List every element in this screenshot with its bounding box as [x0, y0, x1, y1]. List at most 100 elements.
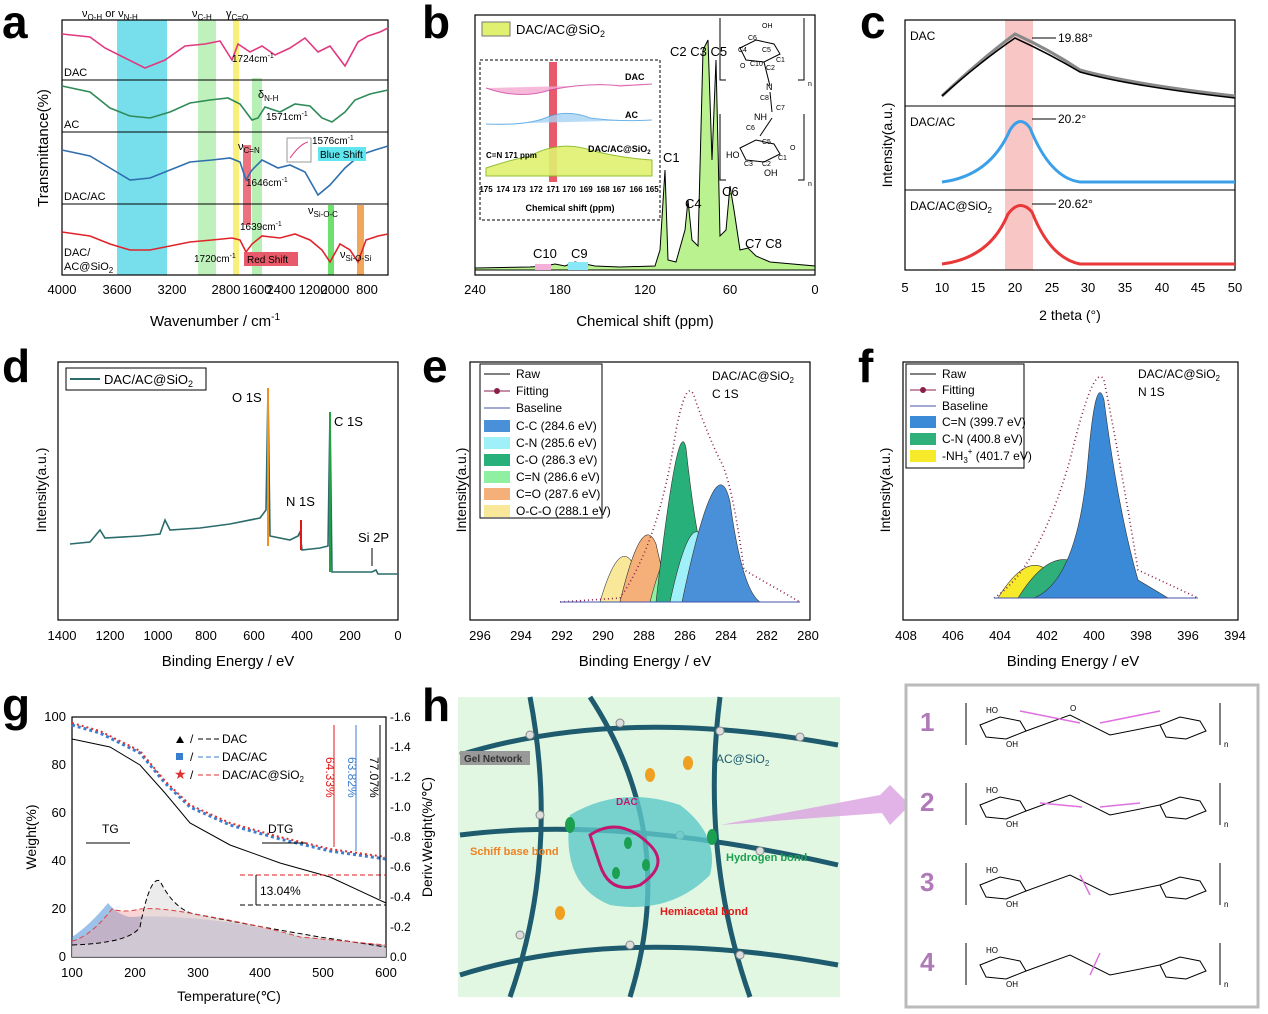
t: O: [740, 63, 746, 70]
legend-cn-double: C=N (399.7 eV): [942, 415, 1026, 429]
tick-label: -1.4: [390, 740, 411, 754]
t: Si-O-C: [314, 210, 339, 219]
title: DAC/AC@SiO2 N 1S: [1138, 367, 1221, 399]
x-axis-ticks: 408 406 404 402 400 398 396 394: [895, 628, 1246, 643]
title-line1: DAC/AC@SiO2: [712, 369, 795, 385]
legend-raw: Raw: [516, 367, 540, 381]
peak-si2p: Si 2P: [358, 530, 389, 545]
t: n: [1224, 820, 1228, 829]
label: ν: [192, 8, 198, 20]
tick-label: 284: [715, 628, 737, 643]
sub: N-H: [124, 13, 138, 22]
row-2: 2: [920, 787, 934, 817]
c10-highlight: [535, 264, 551, 270]
legend-nh3: -NH3+ (401.7 eV): [942, 447, 1032, 465]
t: 1720cm: [194, 254, 230, 265]
label-schiff: Schiff base bond: [470, 846, 559, 858]
tick-label: 408: [895, 628, 917, 643]
t: ν: [340, 249, 346, 261]
tick-label: 1600: [243, 282, 272, 297]
legend: Raw Fitting Baseline C-C (284.6 eV) C-N …: [479, 363, 611, 519]
peak-c6: C6: [722, 184, 739, 199]
t: (401.7 eV): [972, 449, 1031, 463]
t: OH: [1006, 980, 1018, 989]
tick-label: 240: [464, 282, 486, 297]
tick-label: 20: [1008, 280, 1022, 295]
label-hydrogen: Hydrogen bond: [726, 852, 807, 864]
red-shift-box: [244, 252, 298, 266]
tick-label: 294: [510, 628, 532, 643]
tick-label: 40: [52, 853, 66, 868]
t: C2: [762, 161, 771, 168]
y-axis-label: Transmittance(%): [35, 89, 52, 207]
band-ch: [198, 20, 216, 275]
t: OH: [1006, 900, 1018, 909]
tick-label: 396: [1177, 628, 1199, 643]
t: AC@SiO: [716, 752, 765, 766]
tick-label: 3200: [158, 282, 187, 297]
tick-label: 30: [1081, 280, 1095, 295]
legend-label: DAC/AC@SiO2: [516, 22, 605, 39]
tick-label: 600: [243, 628, 265, 643]
x-axis-label: Chemical shift (ppm): [576, 313, 714, 330]
tick-label: -0.8: [390, 830, 411, 844]
t: +: [968, 447, 973, 456]
t: 168: [596, 185, 610, 194]
t: DAC/AC@SiO: [516, 22, 600, 37]
sub: C=O: [232, 13, 249, 22]
tick-label: -0.2: [390, 920, 411, 934]
sub: O-H: [88, 13, 103, 22]
panel-c-xrd: c DAC DAC/AC DAC/AC@SiO2 19.88° 20.2° 20…: [860, 0, 1242, 323]
t: 167: [612, 185, 626, 194]
t: OH: [1006, 820, 1018, 829]
t: -1: [230, 253, 236, 260]
fitting-curve: [559, 390, 801, 603]
t: 173: [512, 185, 526, 194]
series-ac: [61, 85, 389, 123]
inset-label-sio2: DAC/AC@SiO2: [588, 144, 651, 156]
ann: δN-H: [258, 89, 279, 103]
t: 2: [300, 775, 305, 784]
t: 2: [790, 376, 795, 385]
label: or ν: [102, 8, 124, 20]
tick-label: 4000: [48, 282, 77, 297]
green-nodes: [565, 817, 717, 879]
t: -1: [276, 221, 282, 228]
legend-oco: O-C-O (288.1 eV): [516, 504, 611, 518]
t: C10: [750, 61, 763, 68]
legend: / DAC / DAC/AC ★ / DAC/AC@SiO2: [174, 732, 305, 784]
xrd-dac: [940, 32, 1236, 98]
legend-box: [65, 367, 207, 391]
x-axis-ticks: 296 294 292 290 288 286 284 282 280: [469, 628, 819, 643]
t: 175: [479, 185, 493, 194]
tick-label: -1.0: [390, 800, 411, 814]
ann: 1571cm-1: [266, 111, 308, 123]
tick-label: 200: [124, 965, 146, 980]
sep: /: [190, 768, 194, 782]
peak-c4: C4: [685, 196, 702, 211]
ann: 1720cm-1: [194, 253, 236, 265]
frame: [57, 361, 399, 621]
fit-peaks: [997, 392, 1170, 599]
label-gel-network: Gel Network: [464, 754, 523, 765]
peak-cn-double: [1033, 392, 1170, 599]
t: 2: [988, 206, 993, 215]
tick-label: 25: [1045, 280, 1059, 295]
sub: 2: [109, 266, 114, 275]
x-axis-label: Binding Energy / eV: [1007, 653, 1140, 670]
tick-label: 2800: [212, 282, 241, 297]
panel-letter: b: [422, 0, 450, 48]
dtg-dac: [71, 879, 387, 948]
series-dac: [61, 27, 389, 69]
band-cn: [243, 145, 251, 225]
y-axis-label: Intensity(a.u.): [453, 448, 469, 533]
peak-dac: 19.88°: [1058, 31, 1093, 45]
frame: [902, 361, 1239, 621]
series-labels: DAC DAC/AC DAC/AC@SiO2: [910, 29, 993, 215]
tick-label: 394: [1224, 628, 1246, 643]
inset-xlabel: Chemical shift (ppm): [525, 203, 614, 213]
panel-b-nmr: b DAC/AC@SiO2 C2 C3 C5 C1 C4 C6 C7 C8 C1…: [422, 0, 819, 330]
t: n: [808, 81, 812, 88]
t: 2: [765, 759, 770, 768]
peak-o1s: O 1S: [232, 390, 262, 405]
